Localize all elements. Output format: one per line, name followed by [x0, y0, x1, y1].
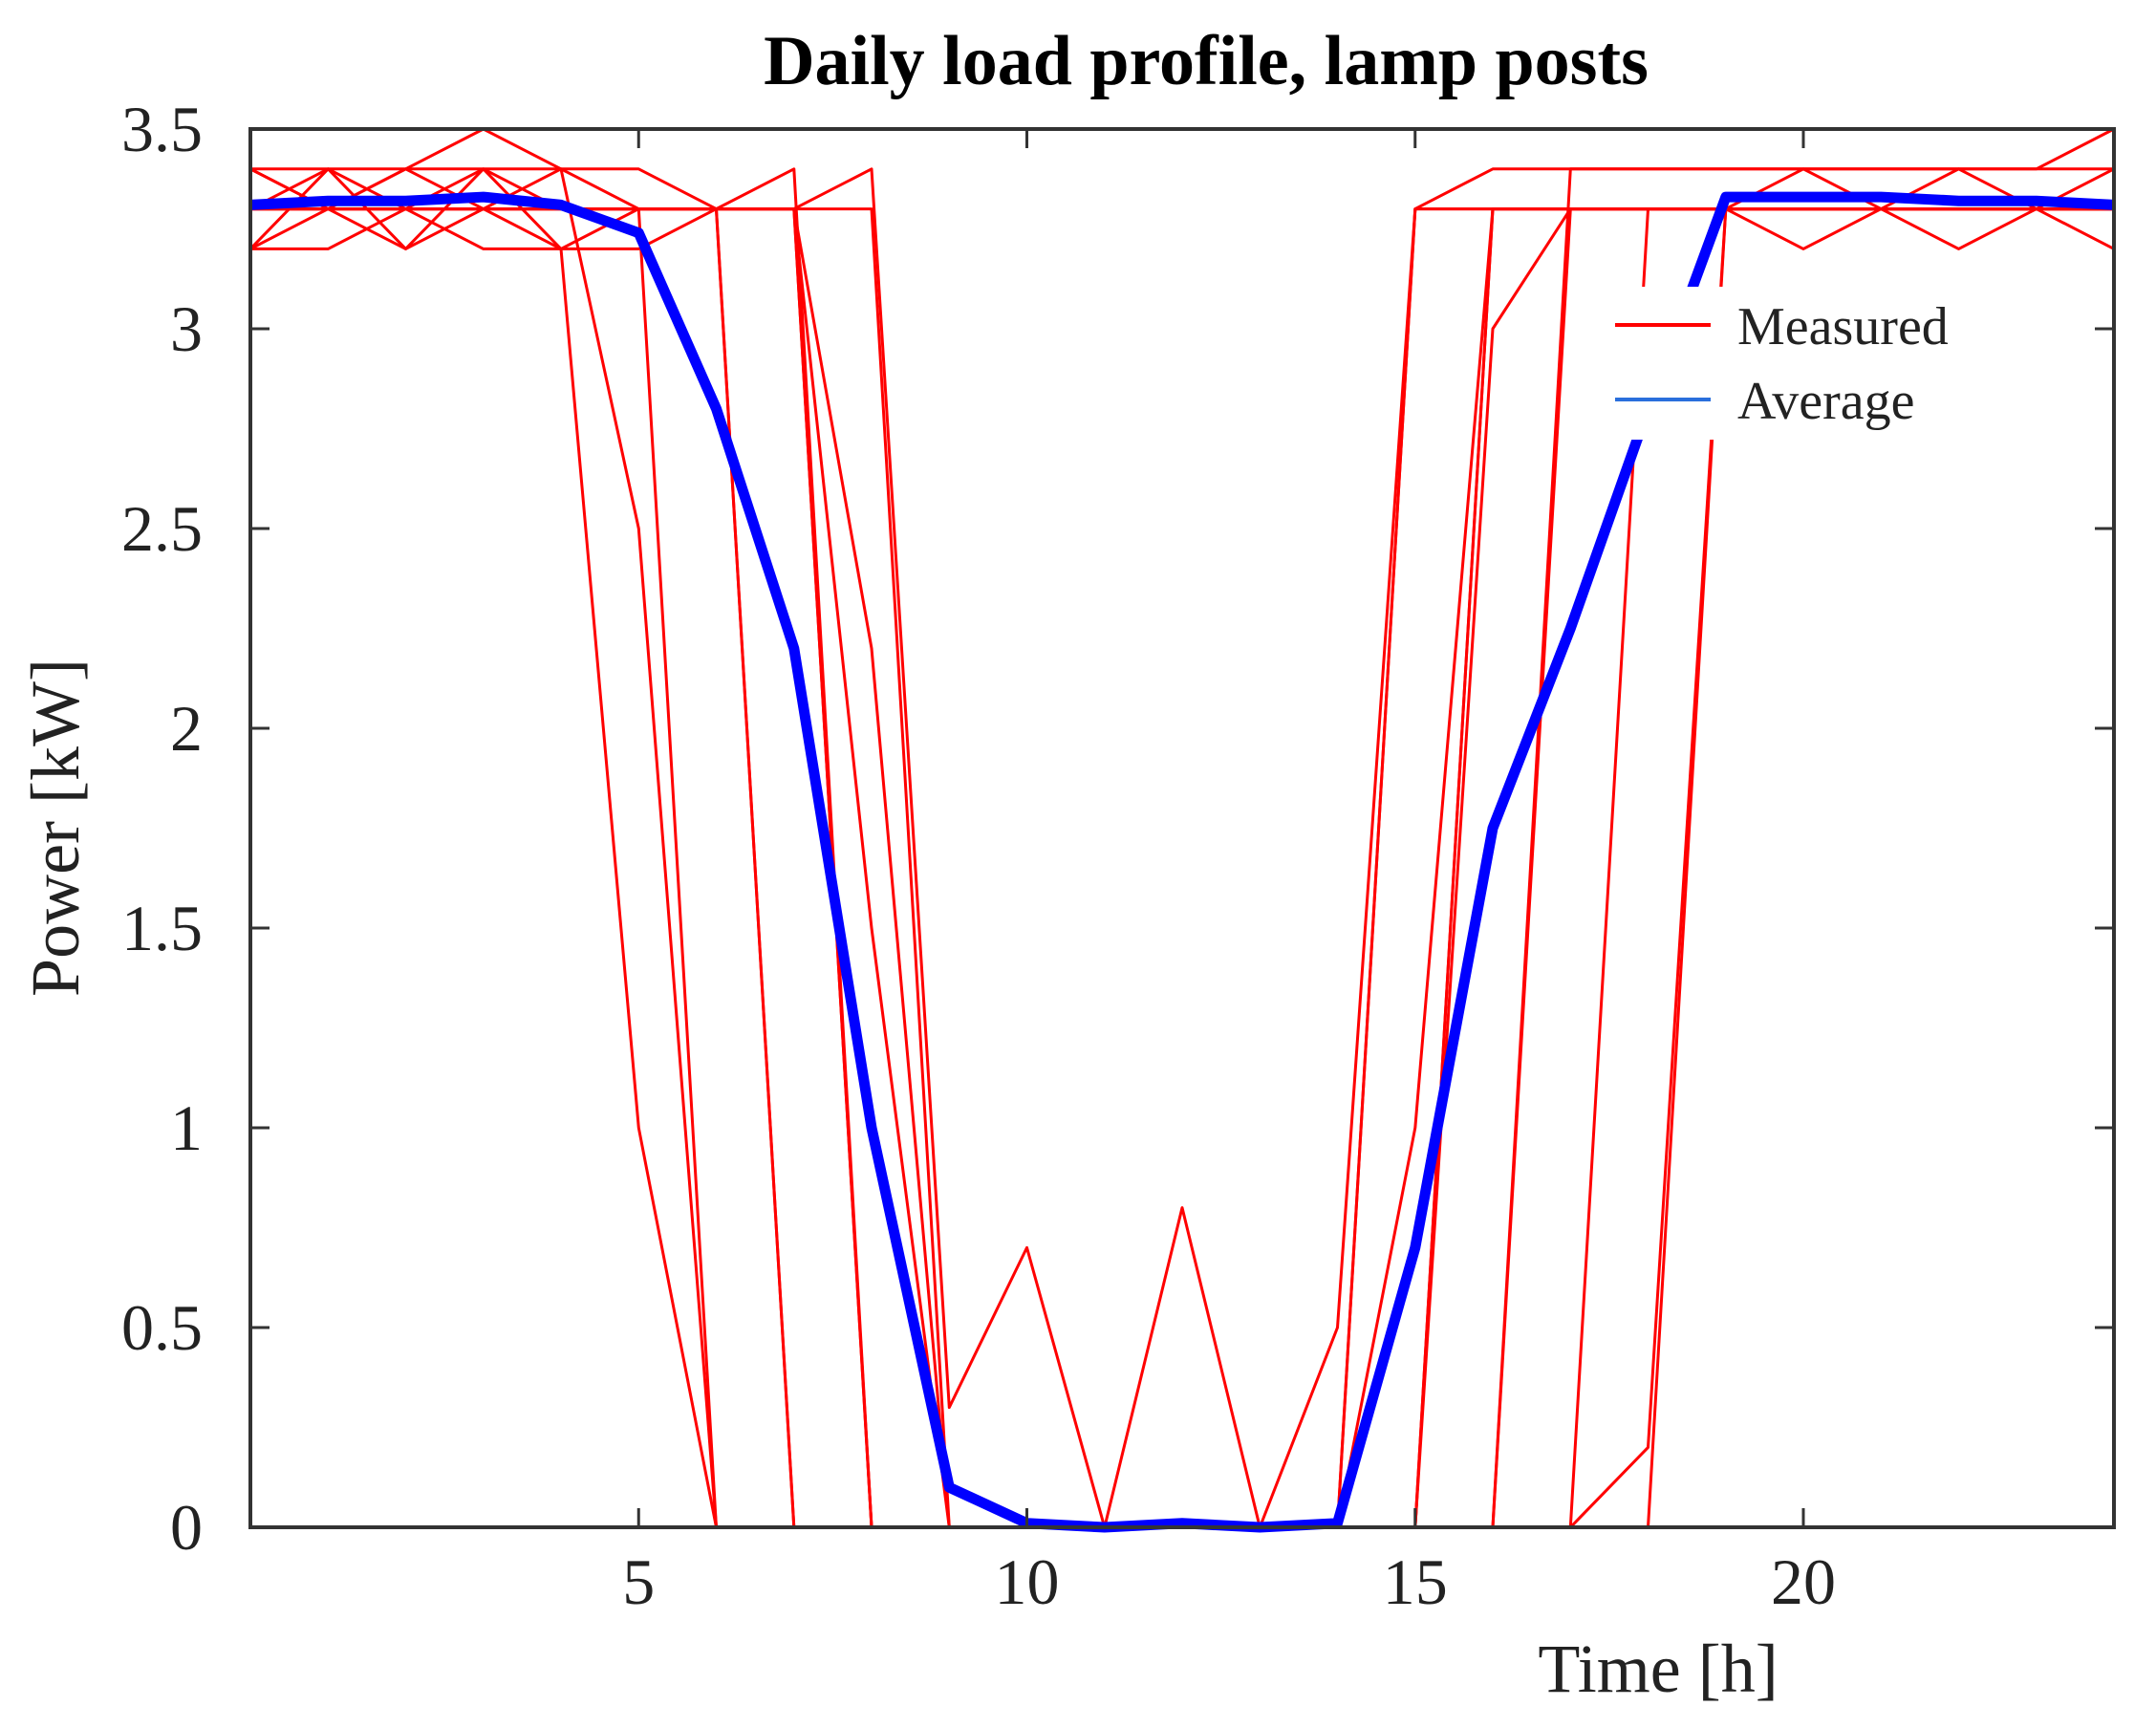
- legend-label-average: Average: [1737, 372, 1915, 431]
- axes-frame: [248, 127, 2116, 1529]
- x-tick-label: 20: [1771, 1545, 1836, 1618]
- x-tick-label: 15: [1383, 1545, 1448, 1618]
- y-tick-label: 0.5: [121, 1291, 203, 1364]
- y-tick-label: 3: [170, 292, 203, 365]
- y-tick-label: 0: [170, 1491, 203, 1564]
- legend-box: [1606, 287, 2064, 440]
- series-line-average: [249, 191, 2115, 1533]
- y-tick-label: 2.5: [121, 492, 203, 565]
- y-tick-label: 1.5: [121, 892, 203, 964]
- chart-title: Daily load profile, lamp posts: [764, 22, 1649, 100]
- axis-ticks: 5 10 15 20 0 0.5 1 1.5 2 2.5 3 3.5: [121, 93, 2114, 1618]
- x-axis-label: Time [h]: [1538, 1631, 1778, 1707]
- x-tick-label: 10: [995, 1545, 1060, 1618]
- legend: Measured Average: [1606, 287, 2064, 440]
- y-tick-label: 3.5: [121, 93, 203, 165]
- x-tick-label: 5: [622, 1545, 655, 1618]
- y-tick-label: 2: [170, 692, 203, 765]
- y-axis-label: Power [kW]: [17, 659, 94, 997]
- legend-label-measured: Measured: [1737, 297, 1949, 356]
- y-tick-label: 1: [170, 1091, 203, 1164]
